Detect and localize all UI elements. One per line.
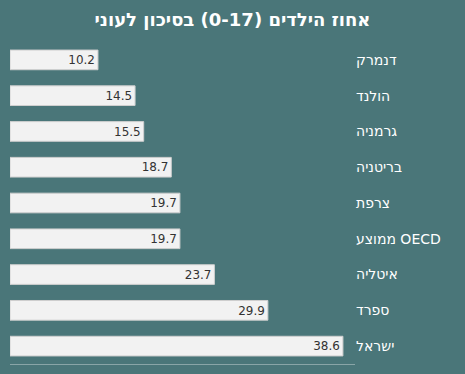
svg-text:19.7: 19.7 xyxy=(150,196,177,210)
svg-text:בריטניה: בריטניה xyxy=(356,159,402,175)
svg-text:אחוז הילדים (0-17) בסיכון לעונ: אחוז הילדים (0-17) בסיכון לעוני xyxy=(95,9,371,30)
svg-text:איטליה: איטליה xyxy=(356,266,398,282)
svg-text:18.7: 18.7 xyxy=(142,160,169,174)
svg-text:צרפת: צרפת xyxy=(356,195,390,211)
svg-text:29.9: 29.9 xyxy=(238,304,265,318)
svg-text:גרמניה: גרמניה xyxy=(356,123,397,139)
svg-text:הולנד: הולנד xyxy=(356,88,390,104)
svg-text:ישראל: ישראל xyxy=(356,338,394,354)
svg-text:10.2: 10.2 xyxy=(68,53,95,67)
svg-text:ספרד: ספרד xyxy=(356,302,389,318)
svg-text:23.7: 23.7 xyxy=(185,268,212,282)
svg-text:38.6: 38.6 xyxy=(313,339,340,353)
svg-text:ממוצע OECD: ממוצע OECD xyxy=(356,231,441,247)
svg-text:דנמרק: דנמרק xyxy=(356,52,397,68)
svg-text:15.5: 15.5 xyxy=(114,125,141,139)
svg-text:19.7: 19.7 xyxy=(150,232,177,246)
svg-text:14.5: 14.5 xyxy=(105,89,132,103)
